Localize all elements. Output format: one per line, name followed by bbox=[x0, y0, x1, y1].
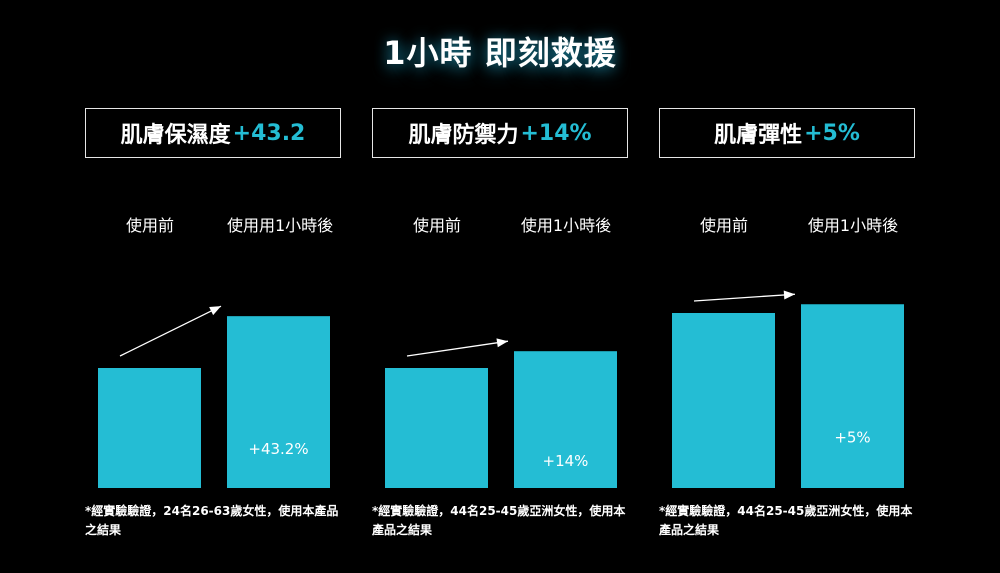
bar-value-label: +14% bbox=[543, 452, 589, 470]
category-label-after: 使用用1小時後 bbox=[227, 216, 334, 235]
footnote: *經實驗驗證，24名26-63歲女性，使用本產品之結果 bbox=[85, 504, 339, 537]
bar-value-label: +43.2% bbox=[248, 440, 308, 458]
chart-heading-label: 肌膚防禦力 bbox=[408, 123, 519, 148]
bar-chart: +14% bbox=[385, 338, 617, 488]
chart-heading-value: +43.2 bbox=[232, 120, 306, 146]
chart-heading-value: +5% bbox=[804, 120, 860, 146]
footnote: *經實驗驗證，44名25-45歲亞洲女性，使用本產品之結果 bbox=[659, 504, 913, 537]
chart-heading-label: 肌膚保濕度 bbox=[120, 123, 231, 148]
arrow-head-icon bbox=[783, 290, 795, 300]
footnote: *經實驗驗證，44名25-45歲亞洲女性，使用本產品之結果 bbox=[372, 504, 626, 537]
category-label-before: 使用前 bbox=[699, 216, 748, 235]
bar-chart: +5% bbox=[672, 290, 904, 488]
bar-chart: +43.2% bbox=[98, 305, 330, 488]
bar-after bbox=[514, 351, 617, 488]
bar-before bbox=[385, 368, 488, 488]
chart-heading-box: 肌膚彈性 +5% bbox=[659, 108, 915, 158]
trend-arrow-line bbox=[119, 305, 222, 357]
trend-arrow-line bbox=[693, 293, 796, 302]
bar-before bbox=[672, 313, 775, 488]
arrow-head-icon bbox=[496, 338, 508, 348]
chart-heading-label: 肌膚彈性 bbox=[714, 123, 803, 148]
chart-heading-box: 肌膚保濕度 +43.2 bbox=[85, 108, 341, 158]
chart-panel-hydration: 肌膚保濕度 +43.2 使用前 使用用1小時後 +43.2% *經實驗驗證，24… bbox=[85, 0, 345, 573]
bar-value-label: +5% bbox=[834, 428, 870, 446]
bar-after bbox=[227, 316, 330, 488]
arrow-head-icon bbox=[209, 306, 221, 316]
chart-heading-value: +14% bbox=[520, 120, 592, 146]
chart-heading-box: 肌膚防禦力 +14% bbox=[372, 108, 628, 158]
bar-after bbox=[801, 304, 904, 488]
category-label-after: 使用1小時後 bbox=[807, 216, 899, 235]
trend-arrow-line bbox=[406, 340, 509, 357]
page-title: 1小時 即刻救援 bbox=[383, 34, 617, 72]
bar-before bbox=[98, 368, 201, 488]
category-label-after: 使用1小時後 bbox=[520, 216, 612, 235]
category-label-before: 使用前 bbox=[412, 216, 461, 235]
chart-panel-elasticity: 肌膚彈性 +5% 使用前 使用1小時後 +5% *經實驗驗證，44名25-45歲… bbox=[659, 0, 919, 573]
chart-panel-defense: 肌膚防禦力 +14% 使用前 使用1小時後 +14% *經實驗驗證，44名25-… bbox=[372, 0, 632, 573]
category-label-before: 使用前 bbox=[125, 216, 174, 235]
